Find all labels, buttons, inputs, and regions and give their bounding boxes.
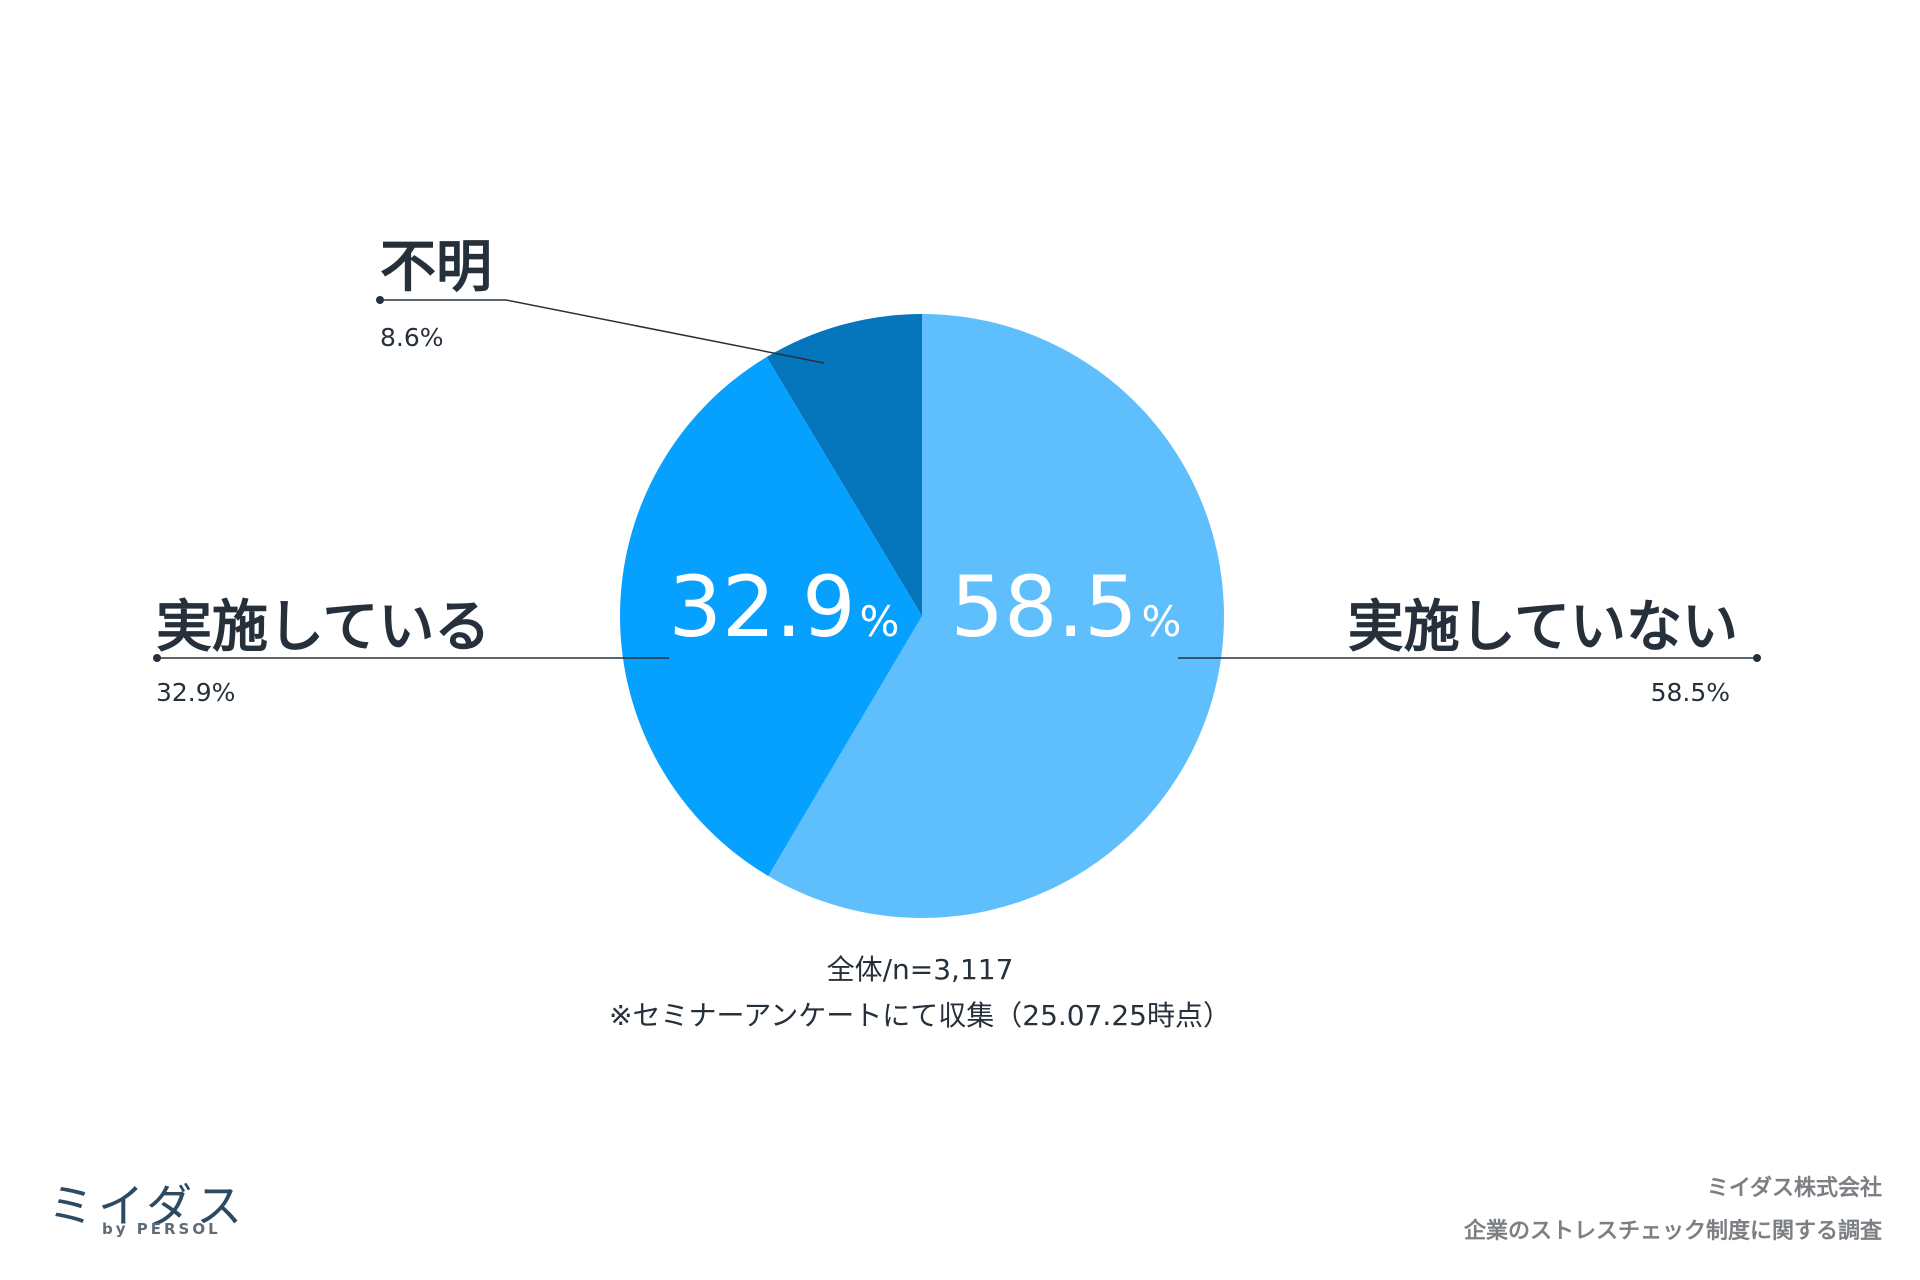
value-not-implemented: 58.5% [1650,678,1730,707]
collection-note: ※セミナーアンケートにて収集（25.07.25時点） [609,999,1231,1032]
logo-wordmark: ミイダス [48,1179,247,1233]
value-implemented: 32.9% [156,678,236,707]
leader-not-implemented-dot [1753,654,1761,662]
sample-size-note: 全体/n=3,117 [826,953,1014,986]
survey-title: 企業のストレスチェック制度に関する調査 [1463,1219,1882,1244]
label-not-implemented: 実施していない [1347,595,1738,660]
midas-logo: ミイダス by PERSOL [48,1170,278,1240]
inner-label-not-implemented: 58.5% [951,558,1182,656]
value-unknown: 8.6% [380,323,444,352]
logo-byline: by PERSOL [102,1220,221,1238]
company-name: ミイダス株式会社 [1706,1176,1882,1201]
inner-label-implemented: 32.9% [669,558,900,656]
label-implemented: 実施している [156,595,491,660]
leader-unknown-dot [376,296,384,304]
label-unknown: 不明 [380,235,492,300]
leader-unknown [380,299,825,364]
slice-not-implemented [768,314,1224,918]
leader-implemented-dot [153,654,161,662]
slice-unknown [766,314,922,616]
slice-implemented [619,357,922,876]
